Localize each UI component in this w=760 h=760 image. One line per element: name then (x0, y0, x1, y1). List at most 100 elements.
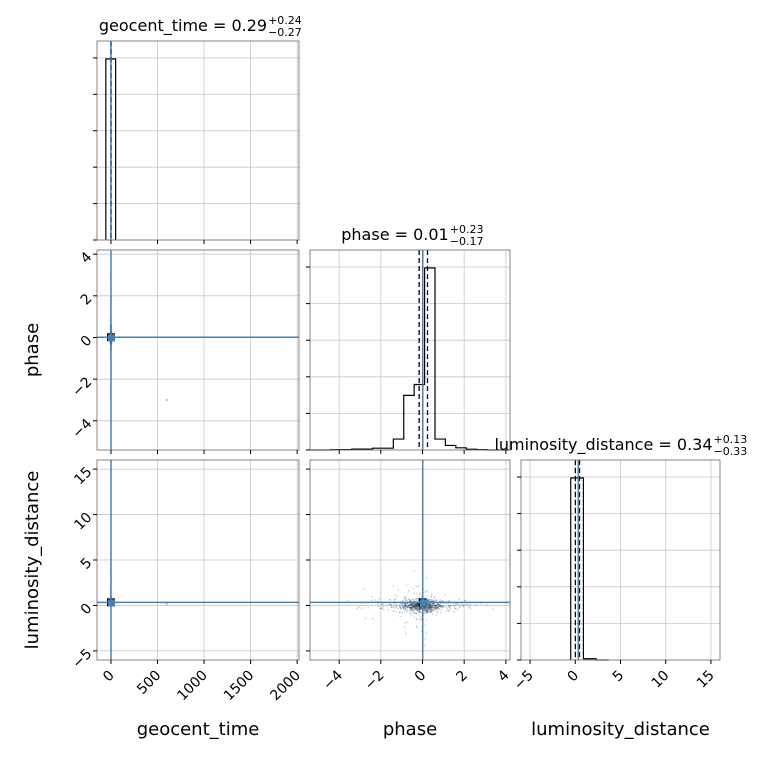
scatter-point (458, 605, 461, 608)
scatter-point (439, 599, 441, 601)
scatter-point (415, 603, 417, 606)
scatter-point (418, 610, 420, 613)
scatter-point (425, 607, 428, 609)
scatter-point (399, 606, 401, 608)
scatter-point (389, 603, 392, 606)
scatter-point (427, 599, 430, 601)
scatter-point (434, 597, 436, 599)
scatter-point (441, 599, 444, 602)
scatter-point (392, 606, 395, 608)
scatter-point (417, 603, 419, 606)
xtick-label-luminosity_distance-1: 0 (564, 668, 582, 686)
scatter-point (424, 606, 426, 608)
scatter-point (401, 603, 404, 605)
scatter-point (370, 599, 373, 602)
scatter-point (428, 602, 431, 605)
xtick-label-geocent_time-2: 1000 (174, 668, 211, 705)
scatter-point (402, 603, 404, 605)
scatter-point (428, 603, 431, 606)
scatter-point (424, 624, 427, 627)
scatter-point (416, 598, 419, 600)
scatter-point (411, 609, 413, 612)
scatter-point (412, 605, 415, 607)
scatter-point (428, 602, 431, 605)
scatter-point (424, 606, 427, 609)
scatter-point (401, 612, 403, 614)
scatter-point (409, 610, 412, 612)
ytick-label-phase-2: 0 (78, 333, 96, 351)
scatter-point (433, 606, 435, 609)
title-main-luminosity_distance: luminosity_distance = 0.34 (494, 435, 712, 455)
scatter-point (416, 600, 418, 602)
scatter-point (426, 610, 428, 613)
scatter-point (411, 606, 414, 608)
scatter-point (429, 610, 432, 612)
scatter-point (449, 605, 451, 607)
scatter-point (437, 603, 439, 606)
scatter-point (426, 610, 429, 612)
scatter-point (399, 608, 402, 610)
title-geocent_time: geocent_time = 0.29 +0.24−0.27 (99, 14, 302, 39)
scatter-point (425, 612, 427, 614)
hist-luminosity_distance-bin-0 (571, 478, 584, 660)
scatter-point (424, 608, 427, 610)
scatter-point (378, 597, 381, 600)
scatter-point (445, 606, 448, 609)
scatter-point (417, 603, 419, 605)
scatter-point (419, 608, 421, 611)
scatter-point (419, 607, 421, 610)
scatter-point (405, 603, 407, 606)
scatter-point (431, 606, 434, 609)
scatter-point (403, 604, 406, 607)
scatter-point (382, 608, 385, 611)
scatter-point (410, 604, 413, 606)
scatter-point (414, 605, 417, 608)
scatter-point (410, 606, 413, 609)
scatter-point (428, 608, 431, 611)
scatter-point (397, 589, 400, 591)
scatter-point (432, 604, 434, 607)
scatter-point (409, 602, 412, 605)
scatter-point (406, 621, 409, 624)
scatter-point (438, 604, 440, 607)
scatter-point (416, 606, 418, 609)
ytick-label-luminosity_distance-3: 10 (71, 510, 95, 534)
scatter-point (404, 605, 407, 608)
scatter-point (427, 603, 430, 606)
scatter-point (425, 607, 427, 610)
scatter-point (428, 606, 431, 609)
scatter-point (429, 606, 431, 609)
scatter-point (463, 604, 465, 606)
scatter-point (417, 603, 420, 606)
scatter-point (431, 606, 433, 609)
scatter-point (416, 604, 419, 606)
scatter-point (411, 608, 413, 611)
scatter-point (439, 611, 442, 614)
scatter-point (431, 613, 434, 616)
scatter-point (419, 618, 421, 621)
scatter-point (435, 607, 437, 609)
scatter-point (426, 595, 429, 597)
scatter-point (406, 606, 409, 608)
scatter-point (411, 603, 413, 605)
scatter-point (464, 599, 467, 602)
scatter-point (404, 622, 406, 624)
scatter-point (410, 605, 412, 608)
scatter-point (430, 606, 433, 608)
scatter-point (416, 604, 419, 606)
scatter-point (409, 603, 412, 606)
scatter-point (408, 603, 411, 606)
scatter-point (416, 603, 418, 606)
scatter-point (415, 585, 417, 587)
scatter-point (417, 585, 419, 588)
scatter-point (435, 614, 438, 616)
xtick-label-phase-0: −4 (320, 667, 346, 693)
scatter-point (419, 607, 421, 610)
hist-phase-bin-9 (445, 445, 455, 450)
scatter-point (430, 606, 432, 608)
scatter-point (434, 604, 437, 606)
scatter-point (435, 605, 437, 608)
scatter-point (438, 605, 441, 608)
scatter-point (442, 606, 445, 608)
scatter-point (435, 604, 438, 607)
